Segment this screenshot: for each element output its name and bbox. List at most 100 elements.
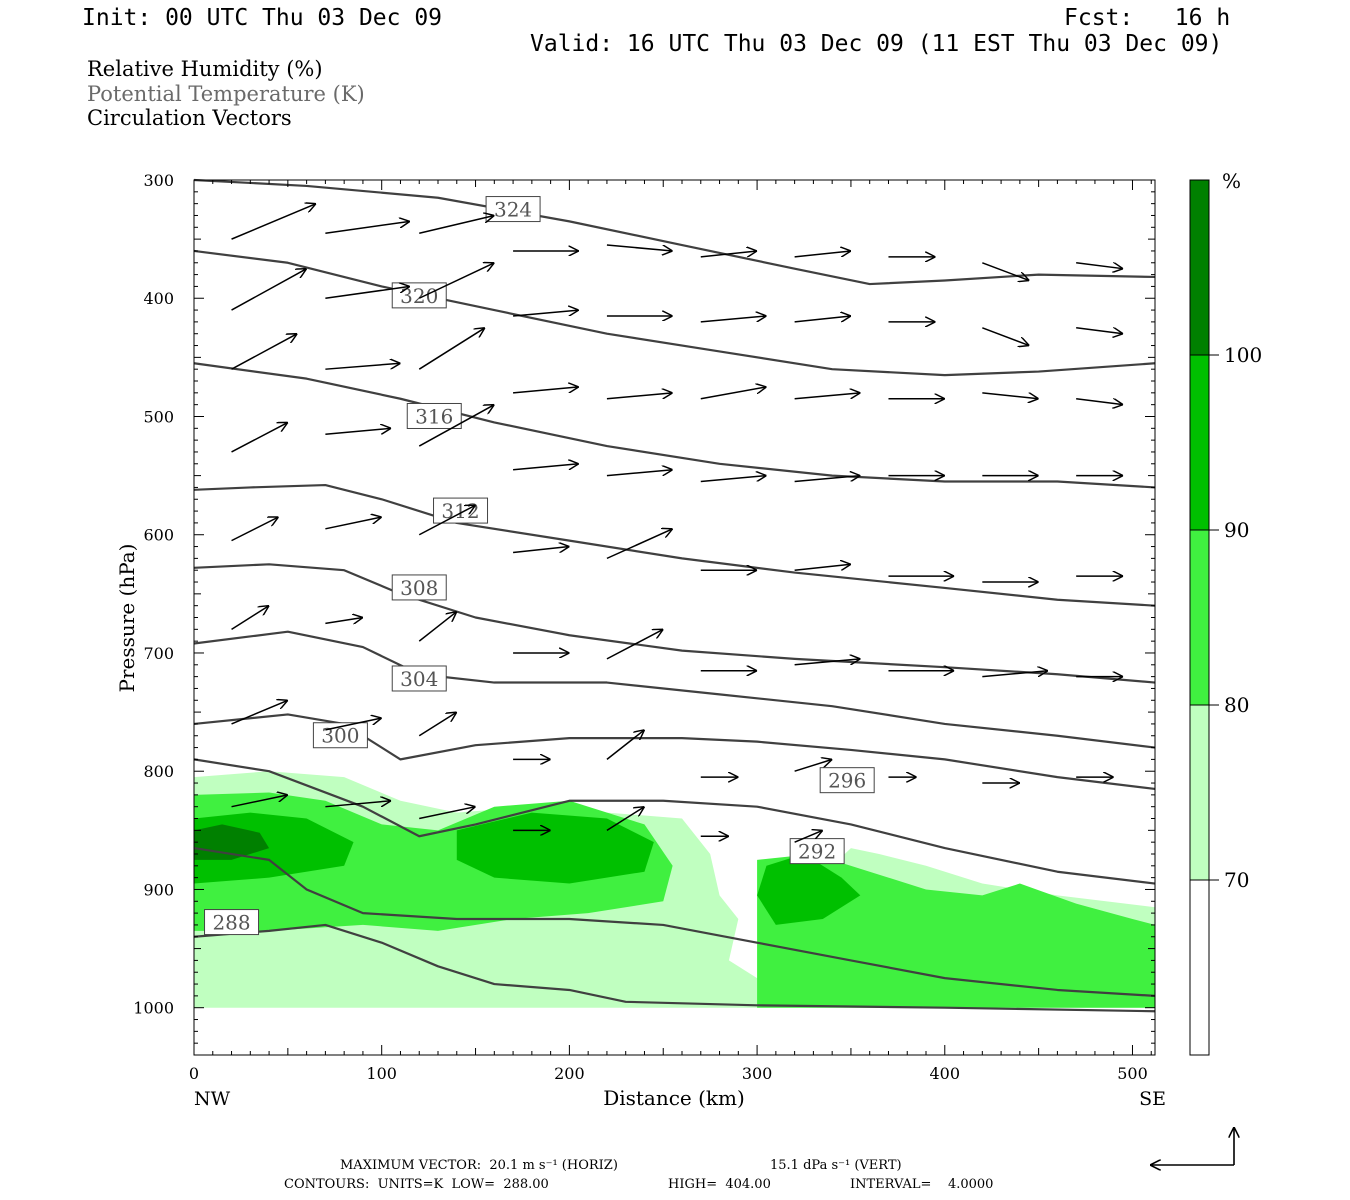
theta-contour-320 (193, 249, 1156, 377)
circulation-vector (325, 718, 381, 731)
circulation-vector (982, 327, 1029, 346)
circulation-vector (606, 529, 673, 560)
circulation-vector (231, 606, 270, 630)
footer-contours-high: HIGH= 404.00 (668, 1177, 771, 1192)
circulation-vector (513, 547, 569, 554)
circulation-vector (325, 618, 363, 624)
theta-label-304: 304 (400, 667, 438, 691)
circulation-vector (325, 221, 409, 234)
theta-label-box-304 (391, 665, 447, 692)
colorbar-level-label: 90 (1224, 518, 1249, 542)
circulation-vector (231, 795, 288, 808)
theta-contour-304 (193, 630, 1156, 749)
circulation-vector (418, 328, 485, 370)
y-axis-label: Pressure (hPa) (115, 544, 139, 693)
circulation-vector (325, 286, 409, 299)
y-tick-label: 800 (143, 762, 174, 781)
x-tick-label: 500 (1117, 1064, 1148, 1083)
circulation-vector (419, 807, 475, 820)
theta-label-300: 300 (321, 724, 359, 748)
circulation-vector (418, 612, 457, 642)
y-tick-label: 900 (143, 880, 174, 899)
circulation-vector (513, 387, 579, 394)
y-tick-label: 600 (143, 526, 174, 545)
circulation-vector (1076, 327, 1123, 334)
theta-contour-292 (193, 846, 1156, 997)
theta-label-box-312 (433, 497, 489, 524)
circulation-vector (418, 405, 494, 447)
colorbar-level-label: 70 (1224, 868, 1249, 892)
theta-label-288: 288 (212, 911, 250, 935)
rh-region-90-100 (757, 853, 861, 925)
x-tick-label: 200 (554, 1064, 585, 1083)
circulation-vector (325, 428, 391, 435)
colorbar-level-label: 100 (1224, 343, 1262, 367)
theta-label-box-316 (406, 402, 462, 429)
rh-region-90-100 (456, 812, 654, 884)
circulation-vector (418, 263, 494, 299)
colorbar-segment (1189, 529, 1210, 706)
rh-shading (194, 771, 1155, 1008)
circulation-vector (418, 505, 475, 536)
footer-max-vector-vert: 15.1 dPa s⁻¹ (VERT) (770, 1158, 902, 1173)
x-end-label-nw: NW (194, 1088, 231, 1110)
theta-contour-296 (193, 758, 1156, 885)
circulation-vector (794, 476, 861, 483)
theta-label-box-296 (819, 767, 875, 794)
y-tick-label: 300 (143, 171, 174, 190)
y-tick-label: 700 (143, 644, 174, 663)
theta-label-316: 316 (415, 404, 453, 428)
circulation-vector (982, 262, 1029, 281)
circulation-vector (231, 700, 288, 725)
circulation-vector (606, 244, 673, 251)
colorbar: 70 80 90 100% (1189, 169, 1262, 1056)
circulation-vector (700, 251, 757, 258)
x-tick-label: 100 (366, 1064, 397, 1083)
x-tick-label: 400 (930, 1064, 961, 1083)
circulation-vector (794, 564, 851, 571)
init-time: Init: 00 UTC Thu 03 Dec 09 (82, 5, 443, 31)
footer-max-vector-horiz: MAXIMUM VECTOR: 20.1 m s⁻¹ (HORIZ) (340, 1158, 618, 1173)
theta-contour-324 (193, 178, 1156, 286)
circulation-vector (1076, 262, 1123, 269)
circulation-vector (794, 316, 851, 323)
colorbar-segment (1189, 704, 1210, 881)
circulation-vector (231, 422, 288, 453)
circulation-vector (419, 215, 494, 234)
x-end-label-se: SE (1139, 1088, 1166, 1110)
circulation-vector (606, 807, 645, 831)
circulation-vector (231, 334, 298, 370)
circulation-vector (513, 310, 579, 317)
circulation-vector (794, 251, 851, 258)
circulation-vector (700, 476, 767, 483)
theta-contour-312 (193, 483, 1156, 607)
theta-contour-316 (193, 362, 1156, 489)
theta-label-box-308 (391, 574, 447, 601)
forecast-hour: Fcst: 16 h (1064, 5, 1231, 31)
circulation-vector (794, 759, 833, 772)
circulation-vector (982, 671, 1048, 678)
x-tick-label: 0 (189, 1064, 199, 1083)
footer-contours-interval: INTERVAL= 4.0000 (850, 1177, 994, 1192)
circulation-vector (325, 517, 381, 530)
circulation-vector (325, 363, 400, 370)
circulation-vector (231, 269, 307, 311)
reference-vector-icon (1150, 1127, 1234, 1165)
theta-label-324: 324 (494, 198, 532, 222)
legend-vectors: Circulation Vectors (87, 106, 292, 130)
theta-label-box-288 (204, 909, 260, 936)
circulation-vector (325, 801, 391, 808)
colorbar-segment (1189, 879, 1210, 1056)
circulation-vector (700, 387, 767, 400)
colorbar-unit: % (1222, 169, 1241, 193)
circulation-vector (794, 393, 861, 400)
theta-label-296: 296 (828, 769, 866, 793)
y-tick-label: 500 (143, 407, 174, 426)
x-tick-label: 300 (742, 1064, 773, 1083)
circulation-vector (700, 316, 767, 323)
valid-time: Valid: 16 UTC Thu 03 Dec 09 (11 EST Thu … (530, 31, 1223, 57)
theta-contour-288 (193, 923, 1156, 1013)
circulation-vector (606, 730, 645, 760)
circulation-vector (231, 517, 279, 542)
